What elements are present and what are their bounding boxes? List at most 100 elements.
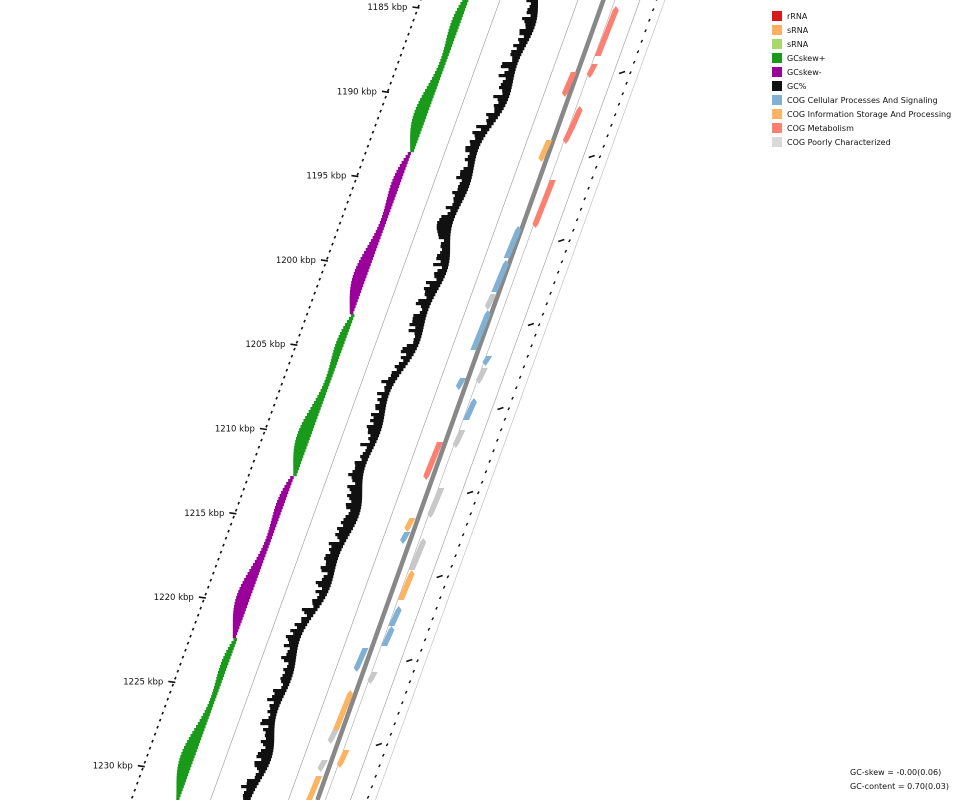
gc-skew-bar xyxy=(405,155,410,159)
gc-skew-bar xyxy=(315,398,324,402)
ruler-minor-tick xyxy=(272,403,276,407)
ruler-minor-tick xyxy=(227,529,230,533)
ruler-minor-tick xyxy=(262,431,266,435)
gc-skew-bar xyxy=(274,506,283,510)
ruler-minor-tick xyxy=(217,557,220,561)
cog-feature-cell xyxy=(353,648,369,672)
gc-bar xyxy=(457,188,468,192)
gc-skew-bar xyxy=(277,500,285,504)
gc-bar xyxy=(381,380,396,384)
ruler-minor-tick xyxy=(371,130,375,134)
gc-bar xyxy=(354,461,367,465)
ruler-tick-label: 1225 kbp xyxy=(123,677,163,687)
gc-skew-bar xyxy=(369,242,379,246)
gc-skew-bar xyxy=(293,458,303,462)
cog-feature-info xyxy=(306,776,323,800)
gc-bar xyxy=(523,35,531,39)
gc-bar xyxy=(414,335,422,339)
ruler-minor-tick xyxy=(130,795,134,799)
gc-bar xyxy=(436,257,450,261)
gc-bar xyxy=(355,482,363,486)
gc-bar xyxy=(265,746,274,750)
gc-skew-bar xyxy=(265,539,271,543)
cog-feature-cell xyxy=(462,398,477,420)
gc-bar xyxy=(268,716,276,720)
ruler-tick-label: 1190 kbp xyxy=(337,87,377,97)
gc-skew-bar xyxy=(187,740,201,744)
outer-tick xyxy=(393,722,397,726)
ruler-minor-tick xyxy=(397,60,400,64)
gc-skew-bar xyxy=(410,137,419,141)
gc-bar xyxy=(440,251,451,255)
legend-item-rrna: rRNA xyxy=(772,9,951,23)
outer-tick xyxy=(575,218,579,222)
outer-major-tick xyxy=(497,406,504,411)
gc-bar xyxy=(281,680,291,684)
gc-bar xyxy=(301,617,312,621)
gc-skew-bar xyxy=(256,557,265,561)
gc-bar xyxy=(426,296,434,300)
ruler-minor-tick xyxy=(326,256,329,260)
outer-tick xyxy=(465,522,469,526)
outer-tick xyxy=(454,554,457,558)
gc-bar xyxy=(267,710,278,714)
ruler-minor-tick xyxy=(389,81,393,85)
gc-skew-bar xyxy=(367,245,378,249)
outer-tick xyxy=(446,575,450,579)
gc-skew-bar xyxy=(177,764,192,768)
gc-bar xyxy=(263,728,275,732)
legend-swatch xyxy=(772,109,782,119)
gc-skew-bar xyxy=(341,329,349,333)
ruler-minor-tick xyxy=(277,389,281,393)
gc-bar xyxy=(443,239,451,243)
cog-feature-info xyxy=(397,570,415,600)
outer-tick xyxy=(435,606,438,610)
gc-skew-bar xyxy=(306,413,319,417)
gc-bar xyxy=(378,410,386,414)
ruler-tick-label: 1220 kbp xyxy=(154,593,194,603)
gc-bar xyxy=(339,539,347,543)
gc-skew-bar xyxy=(176,791,182,795)
gc-skew-bar xyxy=(444,44,453,48)
ruler-minor-tick xyxy=(163,704,167,708)
ruler-minor-tick xyxy=(143,760,147,764)
legend-swatch xyxy=(772,11,782,21)
outer-major-tick xyxy=(558,238,565,243)
gc-skew-bar xyxy=(182,749,197,753)
gc-bar xyxy=(254,776,263,780)
gc-bar xyxy=(270,707,279,711)
gc-bar xyxy=(476,125,492,129)
gc-skew-bar xyxy=(410,128,422,132)
outer-tick xyxy=(640,39,644,43)
gc-skew-bar xyxy=(379,221,386,225)
ruler-minor-tick xyxy=(303,319,306,323)
ruler-minor-tick xyxy=(196,613,200,617)
gc-bar xyxy=(453,197,464,201)
gc-skew-bar xyxy=(293,464,301,468)
gc-bar xyxy=(256,755,272,759)
gc-skew-bar xyxy=(348,317,354,321)
ruler-minor-tick xyxy=(151,739,154,743)
gc-skew-bar xyxy=(237,593,252,597)
gc-skew-bar xyxy=(286,482,292,486)
cog-feature-cell xyxy=(482,356,493,366)
outer-tick xyxy=(522,365,526,369)
gc-skew-bar xyxy=(233,614,244,618)
legend-item-cog-cellular: COG Cellular Processes And Signaling xyxy=(772,93,951,107)
outer-tick xyxy=(419,648,423,652)
legend-label: COG Metabolism xyxy=(787,123,854,133)
gc-skew-bar xyxy=(295,440,309,444)
gc-skew-bar xyxy=(222,659,230,663)
gc-skew-bar xyxy=(242,581,256,585)
outer-tick xyxy=(374,774,378,778)
gc-bar xyxy=(497,98,509,102)
legend-item-cog-information: COG Information Storage And Processing xyxy=(772,107,951,121)
gc-skew-bar xyxy=(232,632,238,636)
gc-bar xyxy=(408,329,423,333)
gc-bar xyxy=(306,614,314,618)
gc-bar xyxy=(437,230,451,234)
gc-skew-bar xyxy=(351,281,365,285)
gc-bar xyxy=(441,215,456,219)
gc-bar xyxy=(386,383,394,387)
gc-bar xyxy=(366,446,374,450)
